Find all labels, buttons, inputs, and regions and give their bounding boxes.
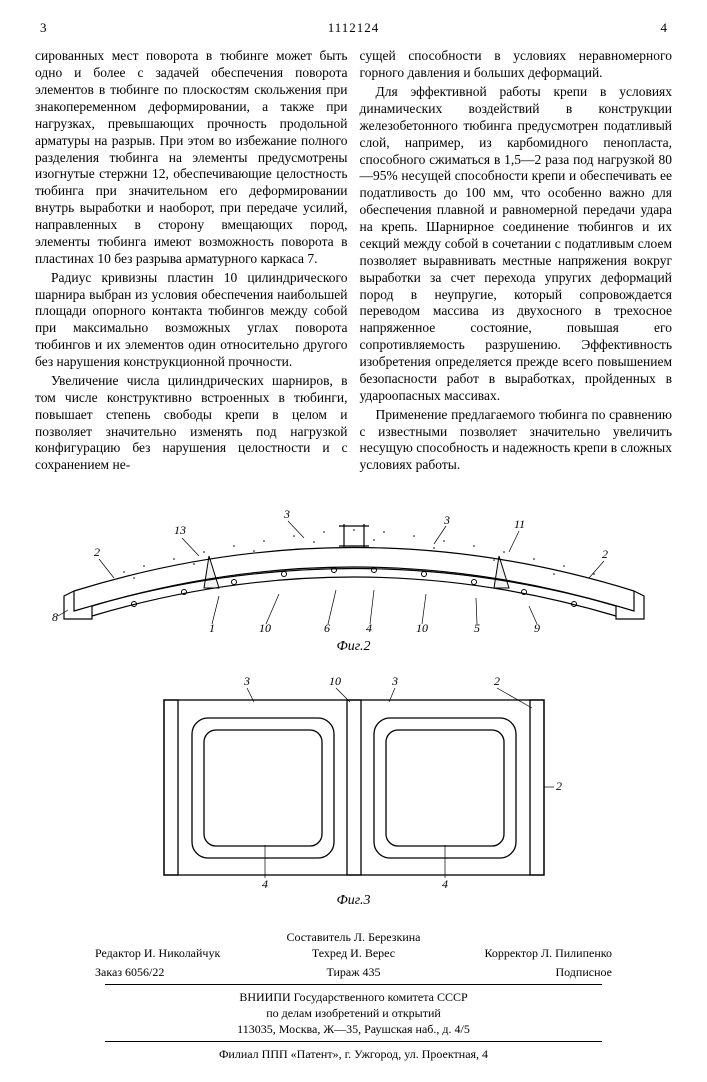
techred: Техред И. Верес [267, 945, 439, 961]
svg-text:3: 3 [243, 674, 250, 688]
svg-text:3: 3 [391, 674, 398, 688]
para: Применение предлагаемого тюбинга по срав… [360, 407, 673, 475]
right-column: сущей способности в условиях неравномерн… [360, 48, 673, 476]
tirage: Тираж 435 [267, 964, 439, 980]
para: Радиус кривизны пластин 10 цилиндрическо… [35, 270, 348, 371]
svg-text:4: 4 [262, 877, 268, 890]
svg-text:2: 2 [94, 545, 100, 559]
svg-text:4: 4 [442, 877, 448, 890]
para: Для эффективной работы крепи в условиях … [360, 84, 673, 405]
svg-text:3: 3 [443, 513, 450, 527]
page-number-left: 3 [40, 20, 47, 36]
svg-text:8: 8 [52, 610, 58, 624]
corrector: Корректор Л. Пилипенко [440, 945, 612, 961]
address-1: 113035, Москва, Ж—35, Раушская наб., д. … [35, 1021, 672, 1037]
signed: Подписное [440, 964, 612, 980]
imprint-footer: Составитель Л. Березкина Редактор И. Ник… [35, 929, 672, 1062]
svg-text:10: 10 [259, 621, 271, 635]
editor: Редактор И. Николайчук [95, 945, 267, 961]
svg-text:9: 9 [534, 621, 540, 635]
svg-text:6: 6 [324, 621, 330, 635]
org-line-2: по делам изобретений и открытий [35, 1005, 672, 1021]
figure-2-label: Фиг.2 [35, 638, 672, 656]
para: Увеличение числа цилиндрических шарниров… [35, 373, 348, 474]
patent-number: 1112124 [328, 20, 380, 36]
figure-3-label: Фиг.3 [35, 892, 672, 910]
text-columns: сированных мест поворота в тюбинге может… [35, 48, 672, 476]
svg-text:13: 13 [174, 523, 186, 537]
svg-text:2: 2 [494, 674, 500, 688]
svg-text:2: 2 [556, 779, 562, 793]
svg-text:2: 2 [602, 547, 608, 561]
org-line-1: ВНИИПИ Государственного комитета СССР [35, 989, 672, 1005]
left-column: сированных мест поворота в тюбинге может… [35, 48, 348, 476]
figures-block: 2 13 3 3 11 2 8 1 10 6 4 10 5 9 Фиг.2 [35, 496, 672, 909]
compiler-line: Составитель Л. Березкина [35, 929, 672, 945]
footer-rule-2 [105, 1041, 602, 1042]
patent-page: 3 1112124 4 сированных мест поворота в т… [0, 0, 707, 1082]
figure-2: 2 13 3 3 11 2 8 1 10 6 4 10 5 9 Фиг.2 [35, 496, 672, 656]
svg-text:10: 10 [329, 674, 341, 688]
page-number-right: 4 [660, 20, 667, 36]
svg-text:11: 11 [514, 517, 525, 531]
svg-text:4: 4 [366, 621, 372, 635]
para: сущей способности в условиях неравномерн… [360, 48, 673, 82]
footer-rule [105, 984, 602, 985]
para: сированных мест поворота в тюбинге может… [35, 48, 348, 267]
order-number: Заказ 6056/22 [95, 964, 267, 980]
address-2: Филиал ППП «Патент», г. Ужгород, ул. Про… [35, 1046, 672, 1062]
svg-text:3: 3 [283, 507, 290, 521]
figure-3: 3 10 3 2 2 4 4 Фиг.3 [35, 670, 672, 910]
page-header: 3 1112124 4 [35, 20, 672, 36]
